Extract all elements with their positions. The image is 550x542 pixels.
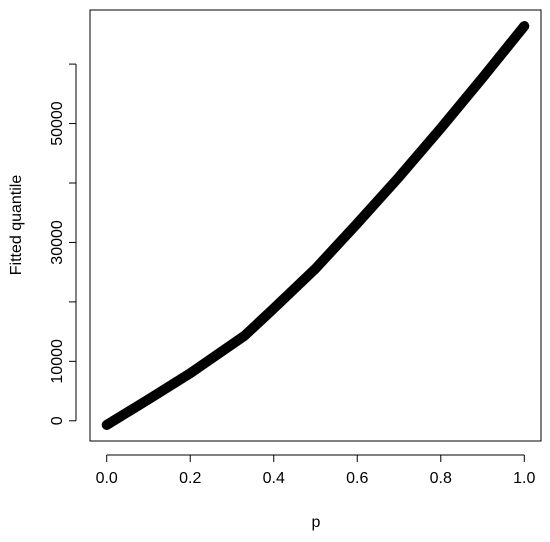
y-axis-label: Fitted quantile bbox=[8, 175, 25, 276]
y-tick-label: 10000 bbox=[49, 339, 66, 384]
x-tick-label: 0.6 bbox=[346, 470, 368, 487]
x-axis-label: p bbox=[312, 514, 321, 531]
x-tick-label: 0.4 bbox=[263, 470, 285, 487]
x-tick-label: 0.2 bbox=[179, 470, 201, 487]
x-tick-label: 0.8 bbox=[430, 470, 452, 487]
y-tick-label: 50000 bbox=[49, 101, 66, 146]
plot-box bbox=[89, 9, 542, 442]
y-tick-label: 30000 bbox=[49, 220, 66, 265]
x-tick-label: 1.0 bbox=[513, 470, 535, 487]
x-tick-label: 0.0 bbox=[96, 470, 118, 487]
quantile-line bbox=[101, 21, 530, 430]
y-tick-label: 0 bbox=[49, 416, 66, 425]
